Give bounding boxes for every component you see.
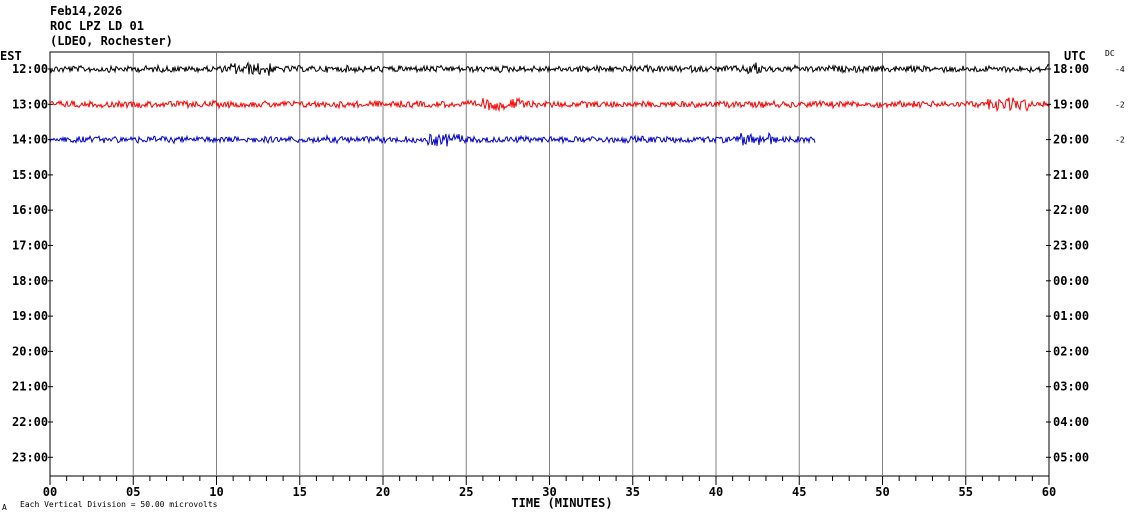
x-tick-label: 50 [875,485,889,499]
utc-row-label: 22:00 [1053,203,1089,217]
trace-row-1300 [49,96,1050,113]
est-row-label: 22:00 [12,415,48,429]
x-tick-label: 55 [959,485,973,499]
utc-axis-label: UTC [1064,49,1086,63]
x-tick-label: 35 [626,485,640,499]
est-row-label: 17:00 [12,239,48,253]
x-tick-label: 60 [1042,485,1056,499]
utc-row-label: 03:00 [1053,380,1089,394]
utc-row-label: 23:00 [1053,239,1089,253]
network-label: (LDEO, Rochester) [50,34,173,48]
x-tick-label: 30 [542,485,556,499]
est-row-label: 18:00 [12,274,48,288]
est-row-label: 15:00 [12,168,48,182]
dc-label: DC [1105,49,1115,58]
dc-value: -2 [1115,136,1125,145]
utc-row-label: 20:00 [1053,133,1089,147]
utc-row-label: 21:00 [1053,168,1089,182]
est-row-label: 12:00 [12,62,48,76]
utc-row-label: 19:00 [1053,97,1089,111]
est-row-label: 20:00 [12,344,48,358]
est-row-label: 14:00 [12,133,48,147]
est-row-label: 13:00 [12,97,48,111]
x-tick-label: 20 [376,485,390,499]
utc-row-label: 04:00 [1053,415,1089,429]
utc-row-label: 05:00 [1053,450,1089,464]
x-tick-label: 10 [209,485,223,499]
trace-row-1400 [49,131,816,147]
x-tick-label: 00 [43,485,57,499]
x-tick-label: 05 [126,485,140,499]
utc-row-label: 01:00 [1053,309,1089,323]
corner-mark: A [2,503,7,512]
est-row-label: 19:00 [12,309,48,323]
x-axis-label: TIME (MINUTES) [511,496,612,510]
utc-row-label: 18:00 [1053,62,1089,76]
scale-note: Each Vertical Division = 50.00 microvolt… [20,500,218,509]
date-label: Feb14,2026 [50,4,123,18]
utc-row-label: 00:00 [1053,274,1089,288]
x-tick-label: 40 [709,485,723,499]
station-label: ROC LPZ LD 01 [50,19,144,33]
utc-row-label: 02:00 [1053,344,1089,358]
est-row-label: 16:00 [12,203,48,217]
est-axis-label: EST [0,49,22,63]
x-tick-label: 45 [792,485,806,499]
est-row-label: 23:00 [12,450,48,464]
dc-value: -2 [1115,100,1125,109]
x-tick-label: 25 [459,485,473,499]
x-tick-label: 15 [293,485,307,499]
est-row-label: 21:00 [12,380,48,394]
trace-row-1200 [49,61,1050,76]
dc-value: -4 [1115,65,1125,74]
